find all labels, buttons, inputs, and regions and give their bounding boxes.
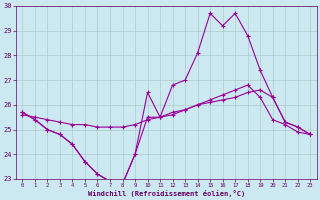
X-axis label: Windchill (Refroidissement éolien,°C): Windchill (Refroidissement éolien,°C): [88, 190, 245, 197]
